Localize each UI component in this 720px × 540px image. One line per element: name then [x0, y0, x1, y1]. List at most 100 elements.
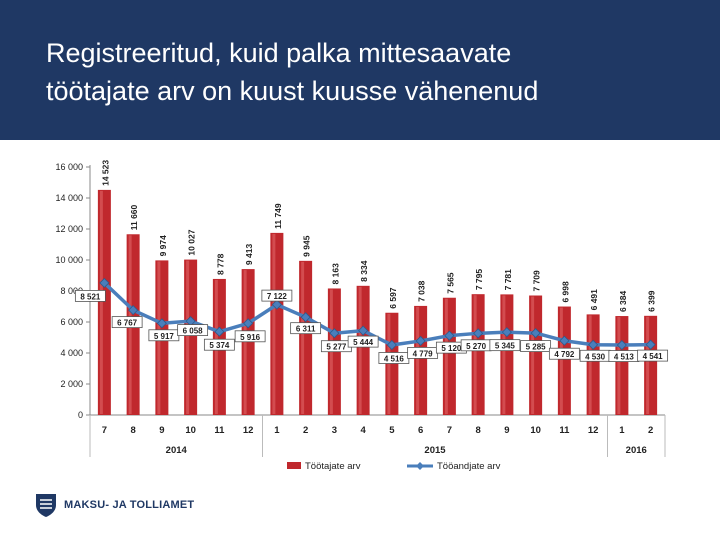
footer-logo: MAKSU- JA TOLLIAMET [34, 492, 194, 518]
bar-value-label: 11 660 [129, 204, 139, 230]
line-value-label: 6 058 [183, 327, 204, 336]
line-value-label: 8 521 [80, 292, 101, 301]
line-point [300, 312, 311, 323]
x-tick-label: 12 [588, 425, 599, 436]
x-tick-label: 12 [243, 425, 254, 436]
line-value-label: 4 541 [643, 352, 664, 361]
line-value-label: 5 345 [495, 342, 516, 351]
line-value-box [234, 330, 266, 343]
bar-value-label: 9 413 [244, 244, 254, 266]
line-point [386, 339, 397, 351]
x-tick-label: 1 [619, 425, 625, 436]
bar-value-label: 9 974 [158, 235, 168, 257]
legend-bar-swatch [287, 462, 301, 469]
bar-value-label: 7 781 [503, 269, 513, 291]
x-tick-label: 9 [504, 425, 509, 436]
bar-value-label: 8 334 [359, 260, 369, 282]
bar-value-label: 14 523 [100, 160, 110, 186]
line-point [156, 318, 167, 329]
bar [529, 295, 543, 415]
bar [97, 189, 111, 415]
x-tick-label: 11 [214, 425, 225, 436]
x-tick-label: 3 [332, 425, 337, 436]
line-value-label: 4 516 [384, 355, 405, 364]
line-value-label: 6 767 [117, 319, 138, 328]
line-value-label: 5 270 [466, 342, 487, 351]
bar-value-label: 6 491 [589, 289, 599, 311]
line-value-label: 4 513 [614, 353, 635, 362]
y-tick-label: 4 000 [60, 348, 83, 358]
line-value-label: 4 779 [413, 349, 434, 358]
line-point [214, 326, 225, 337]
bar-highlight [99, 190, 103, 414]
x-tick-label: 7 [447, 425, 452, 436]
line-value-box [74, 290, 106, 302]
bar [586, 314, 600, 415]
x-tick-label: 7 [102, 425, 107, 436]
bar [442, 297, 456, 415]
y-tick-label: 8 000 [60, 286, 83, 296]
line-point [358, 325, 369, 336]
line-value-label: 7 122 [267, 292, 288, 301]
line-point [588, 339, 599, 350]
bar [356, 285, 370, 415]
combo-chart: 0 2 000 4 000 6 000 8 000 10 000 12 000 14 000 1… [55, 160, 669, 472]
x-tick-label: 1 [274, 425, 280, 436]
bar-highlight [358, 286, 362, 414]
x-tick-label: 10 [185, 425, 196, 436]
bar [471, 294, 485, 415]
line-value-box [203, 338, 235, 351]
line-point [128, 305, 139, 316]
line-value-label: 4 792 [554, 350, 575, 359]
legend-bar-label: Töötajate arv [305, 461, 361, 472]
line-value-label: 5 285 [526, 343, 547, 352]
y-tick-label: 12 000 [55, 224, 83, 234]
bar-highlight [646, 316, 650, 414]
line-value-box [111, 316, 143, 329]
bar [644, 315, 658, 415]
y-tick-label: 10 000 [55, 255, 83, 265]
line-value-label: 4 530 [585, 352, 606, 361]
legend-line-label: Tööandjate arv [437, 461, 501, 472]
x-tick-label: 8 [130, 425, 135, 436]
x-tick-label: 8 [475, 425, 480, 436]
line-value-label: 5 120 [441, 344, 462, 353]
line-value-label: 5 917 [154, 332, 175, 341]
bar-highlight [272, 233, 276, 414]
y-tick-label: 6 000 [60, 317, 83, 327]
line-value-box [290, 322, 322, 335]
line-point [501, 327, 512, 338]
y-tick-label: 16 000 [55, 162, 83, 172]
bar-value-label: 7 795 [474, 269, 484, 291]
line-value-box [637, 349, 669, 362]
line-value-box [347, 335, 379, 348]
line-value-box [177, 324, 209, 337]
line-point [99, 277, 110, 288]
line-point [271, 299, 282, 310]
x-tick-label: 10 [530, 425, 541, 436]
x-tick-label: 2 [648, 425, 653, 436]
line-value-label: 5 374 [209, 341, 230, 350]
coat-of-arms-icon [36, 494, 56, 517]
line-value-box [489, 339, 521, 352]
x-tick-label: 2 [303, 425, 308, 436]
bar-highlight [502, 295, 506, 414]
organization-name: MAKSU- JA TOLLIAMET [64, 499, 195, 511]
bar-highlight [617, 317, 621, 414]
bar-highlight [559, 307, 563, 414]
line-value-label: 5 444 [353, 338, 374, 347]
title-banner: Registreeritud, kuid palka mittesaavate … [0, 0, 720, 140]
bar [615, 316, 629, 415]
x-tick-label: 5 [389, 425, 395, 436]
line-value-box [520, 340, 552, 352]
bar [184, 259, 198, 415]
line-point [243, 318, 254, 329]
y-tick-label: 0 [78, 410, 83, 420]
line-value-box [548, 347, 580, 360]
bar-value-label: 10 027 [187, 229, 197, 255]
slide-title: Registreeritud, kuid palka mittesaavate … [46, 38, 539, 106]
x-tick-label: 9 [159, 425, 164, 436]
line-value-label: 5 277 [326, 343, 347, 352]
year-group-label: 2014 [166, 445, 188, 456]
year-group-label: 2015 [424, 445, 446, 456]
